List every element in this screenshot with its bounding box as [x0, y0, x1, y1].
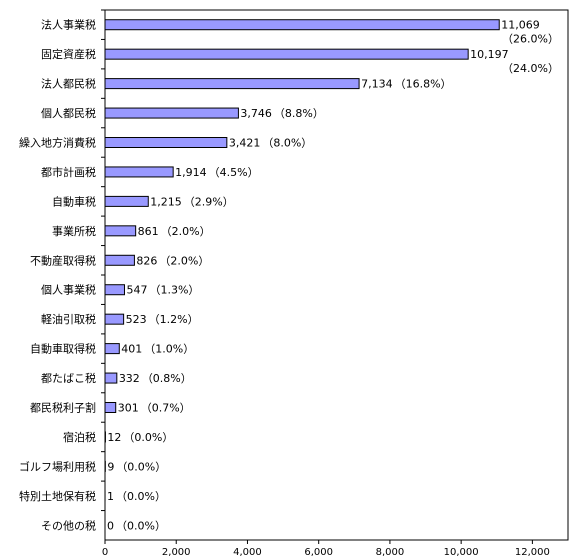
category-label: 法人事業税 [41, 18, 96, 32]
value-label: 1 [107, 490, 114, 503]
bar [104, 107, 239, 119]
bar [104, 195, 149, 207]
bar [104, 225, 137, 237]
category-label: 個人事業税 [41, 283, 96, 297]
bar [104, 78, 360, 90]
value-label: 11,069 [501, 19, 540, 32]
bar [104, 372, 118, 384]
value-label: 3,746 [240, 107, 271, 120]
category-label: 宿泊税 [63, 430, 96, 444]
bar [104, 313, 125, 325]
category-label: 法人都民税 [41, 77, 96, 91]
bar [104, 19, 500, 31]
category-label: 都市計画税 [41, 165, 96, 179]
category-label: 特別土地保有税 [19, 489, 96, 503]
category-label: 都民税利子割 [30, 401, 96, 415]
value-label: 9 [107, 460, 114, 473]
value-label: 1,914 [175, 166, 207, 179]
category-label: 軽油引取税 [41, 312, 96, 326]
percent-label: （24.0%） [502, 62, 559, 75]
plot-frame [104, 9, 569, 541]
percent-label: （0.0%） [116, 490, 166, 503]
percent-label: （1.3%） [149, 284, 199, 297]
category-label: 不動産取得税 [30, 253, 96, 267]
bar [104, 254, 135, 266]
x-tick-label: 10,000 [444, 547, 479, 558]
category-label: 都たばこ税 [41, 371, 96, 385]
percent-label: （0.0%） [116, 519, 166, 532]
category-label: 固定資産税 [41, 47, 96, 61]
bar [104, 284, 125, 296]
bar [104, 137, 228, 148]
value-label: 301 [118, 402, 139, 415]
value-label: 861 [138, 225, 159, 238]
percent-label: （16.8%） [395, 78, 452, 91]
category-label: 自動車取得税 [30, 342, 96, 356]
x-tick-label: 4,000 [233, 547, 262, 558]
x-axis: 0 2,000 4,000 6,000 8,000 10,000 12,000 [101, 9, 569, 558]
value-label: 7,134 [361, 78, 393, 91]
bar [104, 343, 120, 355]
percent-label: （0.7%） [141, 402, 191, 415]
category-label: ゴルフ場利用税 [19, 459, 96, 473]
percent-label: （2.9%） [184, 195, 234, 208]
x-tick-label: 8,000 [376, 547, 405, 558]
category-label: 自動車税 [52, 194, 96, 208]
value-label: 1,215 [150, 195, 182, 208]
bar [104, 48, 469, 60]
category-label: その他の税 [41, 518, 96, 532]
percent-label: （26.0%） [502, 33, 559, 46]
percent-label: （0.0%） [116, 460, 166, 473]
x-tick-label: 6,000 [304, 547, 333, 558]
percent-label: （8.0%） [262, 137, 312, 150]
category-label: 個人都民税 [41, 106, 96, 120]
value-label: 3,421 [229, 137, 260, 150]
percent-label: （8.8%） [274, 107, 324, 120]
category-label: 事業所税 [52, 224, 96, 238]
value-label: 523 [126, 313, 147, 326]
x-tick-label: 12,000 [515, 547, 550, 558]
bar [104, 402, 117, 413]
x-tick-label: 2,000 [162, 547, 191, 558]
percent-label: （2.0%） [159, 254, 209, 267]
value-label: 826 [136, 254, 157, 267]
value-label: 332 [119, 372, 140, 385]
value-labels: 11,069（26.0%） 10,197（24.0%） 7,134 （16.8%） 3,… [107, 19, 559, 533]
percent-label: （0.8%） [142, 372, 192, 385]
percent-label: （4.5%） [209, 166, 259, 179]
category-labels: 法人事業税固定資産税法人都民税個人都民税繰入地方消費税都市計画税自動車税事業所税… [19, 18, 96, 533]
value-label: 0 [107, 519, 114, 532]
value-label: 547 [126, 284, 147, 297]
percent-label: （2.0%） [161, 225, 211, 238]
percent-label: （1.2%） [149, 313, 199, 326]
x-tick-label: 0 [102, 547, 108, 558]
category-label: 繰入地方消費税 [19, 136, 96, 150]
value-label: 10,197 [470, 48, 509, 61]
value-label: 401 [121, 343, 142, 356]
value-label: 12 [107, 431, 121, 444]
bar [104, 166, 174, 178]
bars [104, 19, 500, 502]
percent-label: （1.0%） [144, 343, 194, 356]
percent-label: （0.0%） [123, 431, 173, 444]
